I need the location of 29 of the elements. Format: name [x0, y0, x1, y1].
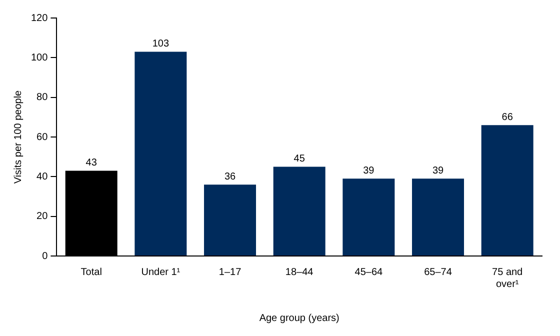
x-tick-label: 65–74: [424, 266, 452, 278]
x-tick-label: Total: [80, 266, 102, 278]
data-label: 66: [502, 112, 514, 123]
x-tick-label: 75 and over¹: [492, 266, 523, 290]
data-label: 43: [86, 157, 98, 168]
y-tick-label: 60: [36, 132, 48, 143]
y-tick-label: 100: [30, 52, 48, 64]
y-axis-title: Visits per 100 people: [12, 90, 24, 184]
bar: [342, 178, 395, 256]
y-tick-label: 120: [30, 12, 48, 24]
data-label: 39: [363, 165, 375, 176]
data-label: 36: [224, 171, 236, 182]
bar: [134, 52, 187, 256]
x-tick-label: 18–44: [285, 266, 314, 278]
y-tick-label: 0: [42, 250, 48, 262]
y-tick-label: 20: [36, 211, 48, 222]
data-label: 39: [432, 165, 444, 176]
x-axis-title: Age group (years): [259, 312, 340, 324]
bar: [481, 125, 534, 256]
bar: [204, 184, 256, 256]
y-tick-label: 40: [36, 171, 48, 182]
y-tick-label: 80: [36, 92, 48, 104]
x-tick-label: 1–17: [218, 266, 242, 278]
bar: [412, 178, 464, 256]
data-label: 103: [152, 38, 170, 50]
data-label: 45: [294, 154, 306, 164]
x-tick-label: 45–64: [354, 266, 384, 278]
x-tick-label: Under 1¹: [141, 266, 181, 278]
bar: [273, 166, 326, 256]
